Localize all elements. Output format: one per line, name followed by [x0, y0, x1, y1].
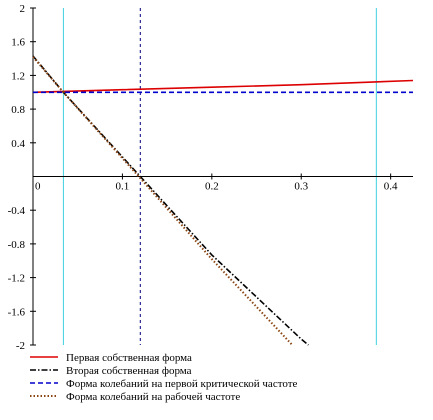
x-tick-label: 0.4	[384, 181, 398, 193]
y-tick-label: 0.4	[11, 138, 25, 150]
legend-label-0: Первая собственная форма	[66, 352, 192, 364]
y-tick-label: 1.2	[11, 70, 25, 82]
y-tick-label: -2	[16, 340, 25, 352]
y-tick-label: -1.2	[8, 273, 25, 285]
y-tick-label: -1.6	[8, 306, 26, 318]
x-tick-label: 0.3	[294, 181, 308, 193]
axes	[32, 8, 413, 345]
series-line-0	[32, 79, 414, 94]
legend-label-2: Форма колебаний на первой критической ча…	[66, 378, 298, 390]
y-tick-label: 1.6	[11, 37, 25, 49]
legend-label-3: Форма колебаний на рабочей частоте	[66, 391, 240, 403]
y-tick-label: -0.4	[8, 205, 26, 217]
x-ticks: 0 0.1 0.2 0.3 0.4	[32, 173, 398, 193]
x-tick-label: 0	[35, 181, 41, 193]
series-lines	[32, 55, 414, 346]
y-tick-label: 2	[20, 3, 26, 15]
x-tick-label: 0.1	[116, 181, 130, 193]
y-tick-label: 0.8	[11, 104, 25, 116]
series-line-3	[32, 56, 294, 346]
y-tick-label: -0.8	[8, 239, 26, 251]
x-tick-label: 0.2	[205, 181, 219, 193]
series-line-1	[32, 55, 309, 346]
y-ticks: 2 1.6 1.2 0.8 0.4 -0.4 -0.8 -1.2 -1.6 -2	[8, 3, 36, 352]
legend-label-1: Вторая собственная форма	[66, 365, 192, 377]
